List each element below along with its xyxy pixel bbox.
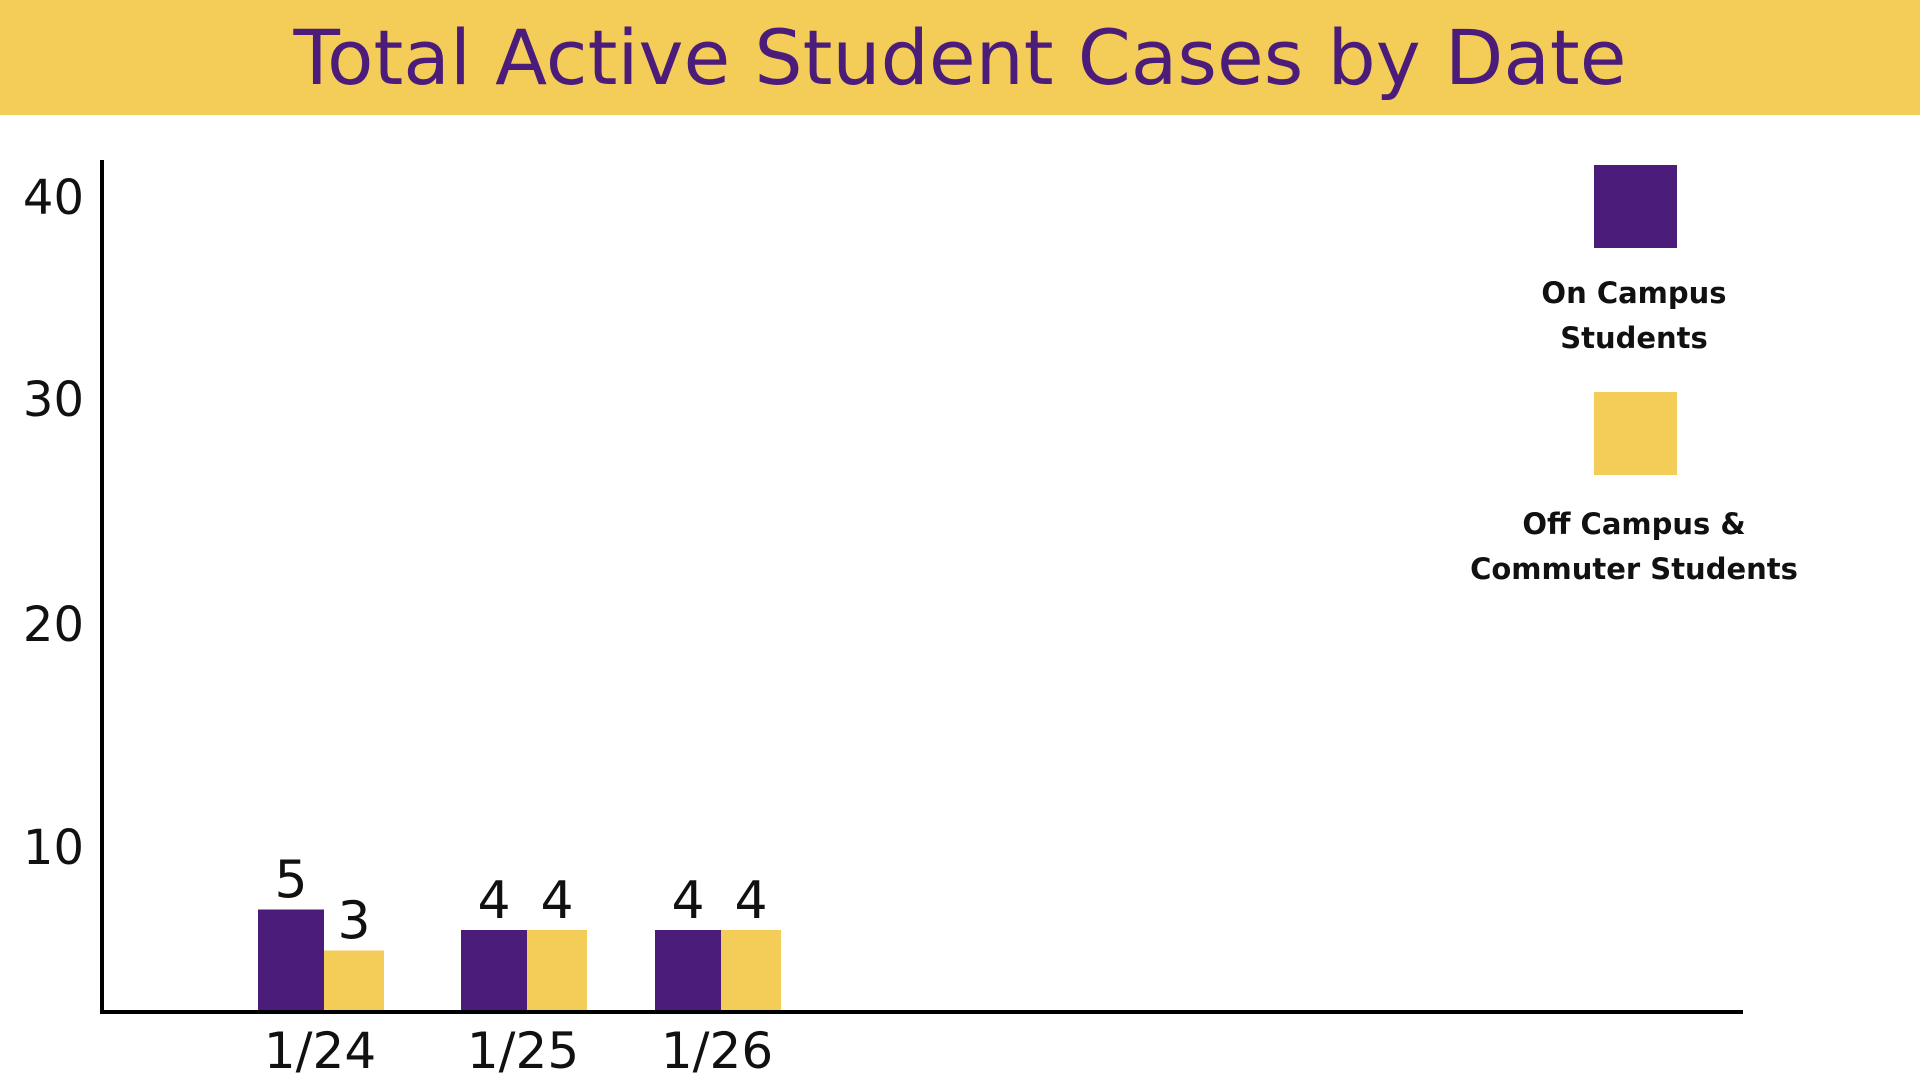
x-tick-label: 1/25 bbox=[467, 1022, 579, 1080]
legend-label-off-campus: Commuter Students bbox=[1470, 552, 1798, 586]
x-tick-label: 1/24 bbox=[264, 1022, 376, 1080]
y-tick-label: 20 bbox=[23, 597, 84, 653]
title-banner bbox=[0, 0, 1920, 115]
x-tick-label: 1/26 bbox=[661, 1022, 773, 1080]
y-tick-label: 40 bbox=[23, 170, 84, 226]
bar-on-campus bbox=[461, 930, 527, 1010]
legend-swatch-off-campus bbox=[1594, 392, 1677, 475]
data-label-on-campus: 5 bbox=[274, 851, 307, 911]
bar-off-campus bbox=[527, 930, 587, 1010]
data-label-off-campus: 4 bbox=[540, 871, 573, 931]
legend-label-off-campus: Off Campus & bbox=[1522, 507, 1745, 541]
bar-on-campus bbox=[258, 909, 324, 1010]
data-label-on-campus: 4 bbox=[671, 871, 704, 931]
bar-on-campus bbox=[655, 930, 721, 1010]
legend-label-on-campus: Students bbox=[1560, 321, 1708, 355]
bar-off-campus bbox=[721, 930, 781, 1010]
data-label-off-campus: 3 bbox=[337, 892, 370, 952]
data-label-off-campus: 4 bbox=[734, 871, 767, 931]
y-tick-label: 10 bbox=[23, 820, 84, 876]
y-tick-label: 30 bbox=[23, 372, 84, 428]
chart-title: Total Active Student Cases by Date bbox=[293, 13, 1627, 102]
legend-label-on-campus: On Campus bbox=[1541, 276, 1726, 310]
data-label-on-campus: 4 bbox=[477, 871, 510, 931]
legend-swatch-on-campus bbox=[1594, 165, 1677, 248]
bar-off-campus bbox=[324, 950, 384, 1010]
